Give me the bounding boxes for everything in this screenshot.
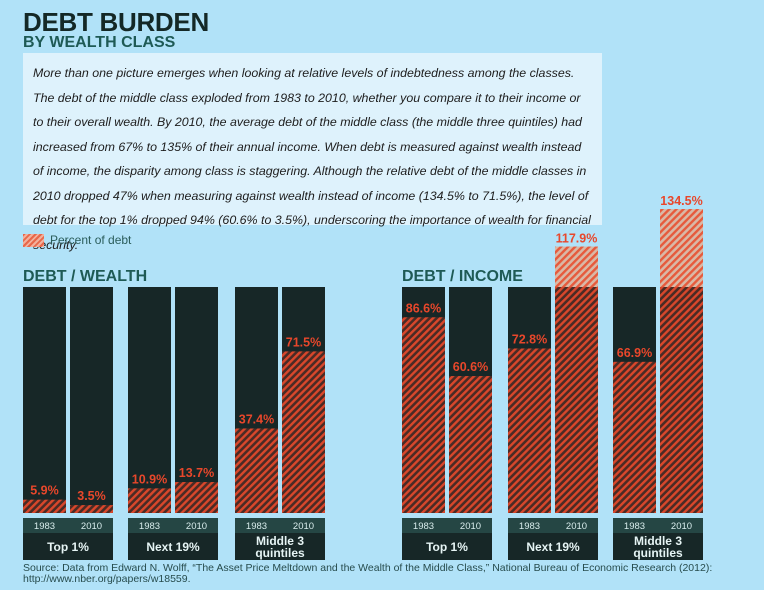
group-label: Middle 3 bbox=[634, 534, 682, 548]
bar-fill bbox=[235, 428, 278, 513]
group-label: Top 1% bbox=[426, 540, 468, 554]
bar-fill bbox=[282, 351, 325, 513]
group-label-box bbox=[402, 533, 492, 560]
bar-fill bbox=[175, 482, 218, 513]
bar-background bbox=[70, 287, 113, 513]
year-label: 1983 bbox=[624, 521, 645, 532]
year-label: 2010 bbox=[81, 521, 102, 532]
bar-value-label: 13.7% bbox=[179, 466, 214, 480]
group-label: Next 19% bbox=[146, 540, 200, 554]
group-label-box bbox=[508, 533, 598, 560]
year-label: 2010 bbox=[293, 521, 314, 532]
bar-value-label: 117.9% bbox=[556, 232, 598, 246]
group-label: quintiles bbox=[255, 546, 305, 560]
bar-fill bbox=[70, 505, 113, 513]
year-row bbox=[128, 518, 218, 533]
year-label: 1983 bbox=[246, 521, 267, 532]
group-label-box bbox=[23, 533, 113, 560]
year-label: 2010 bbox=[671, 521, 692, 532]
legend-label: Percent of debt bbox=[50, 233, 132, 247]
page-subtitle: BY WEALTH CLASS bbox=[23, 34, 176, 51]
bar-fill bbox=[508, 348, 551, 513]
year-row bbox=[508, 518, 598, 533]
group-label-box bbox=[128, 533, 218, 560]
bar-value-label: 134.5% bbox=[660, 194, 702, 208]
year-label: 1983 bbox=[413, 521, 434, 532]
bar-overflow bbox=[660, 209, 703, 287]
bar-background bbox=[23, 287, 66, 513]
bar-fill bbox=[23, 499, 66, 513]
intro-paragraph: More than one picture emerges when looki… bbox=[23, 53, 602, 252]
bar-value-label: 3.5% bbox=[77, 489, 106, 503]
bar-fill bbox=[449, 376, 492, 513]
group-label: quintiles bbox=[633, 546, 683, 560]
bar-background bbox=[175, 287, 218, 513]
legend: Percent of debt bbox=[23, 233, 131, 247]
legend-hatch-swatch bbox=[23, 233, 44, 247]
bar-value-label: 66.9% bbox=[617, 346, 652, 360]
year-label: 1983 bbox=[519, 521, 540, 532]
bar-background bbox=[128, 287, 171, 513]
year-row bbox=[402, 518, 492, 533]
bar-value-label: 10.9% bbox=[132, 472, 167, 486]
bar-overflow bbox=[555, 246, 598, 287]
year-label: 2010 bbox=[566, 521, 587, 532]
year-label: 2010 bbox=[186, 521, 207, 532]
bar-fill bbox=[555, 287, 598, 513]
bar-fill bbox=[660, 287, 703, 513]
year-row bbox=[613, 518, 703, 533]
chart-title-debt-wealth: DEBT / WEALTH bbox=[23, 268, 148, 285]
year-row bbox=[235, 518, 325, 533]
bar-value-label: 86.6% bbox=[406, 301, 441, 315]
bar-value-label: 72.8% bbox=[512, 332, 547, 346]
source-citation: Source: Data from Edward N. Wolff, “The … bbox=[23, 562, 713, 585]
year-row bbox=[23, 518, 113, 533]
group-label: Next 19% bbox=[526, 540, 580, 554]
bar-fill bbox=[613, 361, 656, 513]
group-label-box bbox=[235, 533, 325, 560]
bar-fill bbox=[128, 488, 171, 513]
bar-fill bbox=[402, 317, 445, 513]
group-label-box bbox=[613, 533, 703, 560]
bar-value-label: 71.5% bbox=[286, 335, 321, 349]
year-label: 1983 bbox=[34, 521, 55, 532]
year-label: 2010 bbox=[460, 521, 481, 532]
bar-value-label: 60.6% bbox=[453, 360, 488, 374]
year-label: 1983 bbox=[139, 521, 160, 532]
bar-value-label: 5.9% bbox=[30, 484, 59, 498]
group-label: Top 1% bbox=[47, 540, 89, 554]
group-label: Middle 3 bbox=[256, 534, 304, 548]
chart-title-debt-income: DEBT / INCOME bbox=[402, 268, 523, 285]
page-title: DEBT BURDEN bbox=[23, 7, 209, 37]
bar-value-label: 37.4% bbox=[239, 412, 274, 426]
